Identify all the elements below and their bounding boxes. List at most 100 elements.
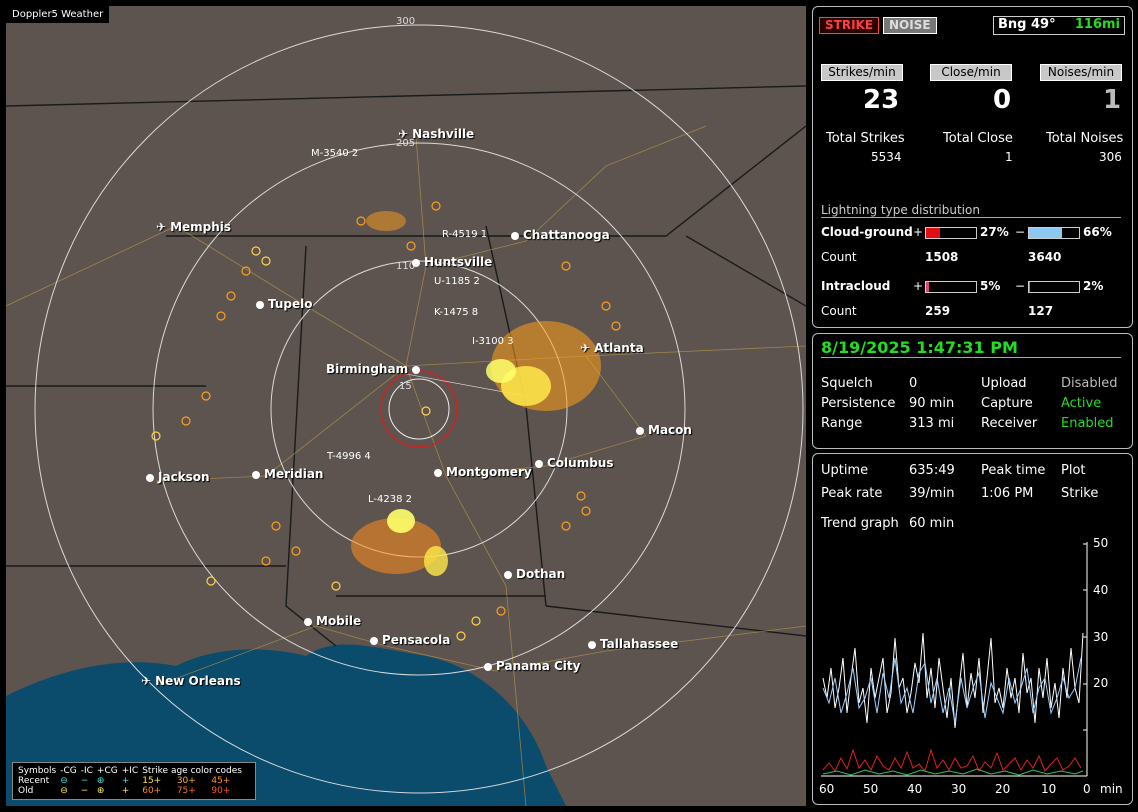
legend-col: -IC xyxy=(80,766,93,776)
upload-value: Disabled xyxy=(1061,376,1118,391)
city-panama-city: Panama City xyxy=(484,659,580,673)
city-dot-icon xyxy=(588,640,596,649)
total-noises-value: 306 xyxy=(1099,150,1122,164)
strike-map[interactable]: Doppler5 Weather 300 205 110 15 ✈ Nashvil… xyxy=(6,6,806,806)
plot-value: Strike xyxy=(1061,486,1099,501)
neg-ic-icon: − xyxy=(80,776,89,786)
ic-negative-count: 127 xyxy=(1028,304,1054,318)
distance-value: 116mi xyxy=(1074,17,1120,32)
upload-label: Upload xyxy=(981,376,1027,391)
bearing-value: Bng 49° xyxy=(998,17,1056,32)
x-tick: 10 xyxy=(1041,782,1057,796)
plus-sign: + xyxy=(913,225,924,239)
city-chattanooga: Chattanooga xyxy=(511,228,610,242)
airport-icon: ✈ xyxy=(156,220,167,234)
age-code: 45+ xyxy=(211,776,231,786)
strike-label: T-4996 4 xyxy=(327,451,371,462)
city-dot-icon xyxy=(370,636,378,645)
strike-button[interactable]: STRIKE xyxy=(819,17,880,34)
trend-line-noise xyxy=(822,748,1082,773)
x-tick: 30 xyxy=(951,782,967,796)
city-mobile: Mobile xyxy=(304,614,361,628)
range-value: 313 mi xyxy=(909,416,955,431)
persistence-label: Persistence xyxy=(821,396,896,411)
cg-positive-count: 1508 xyxy=(925,250,959,264)
pos-ic-icon: + xyxy=(121,776,130,786)
pos-cg-icon: ⊕ xyxy=(96,776,105,786)
city-dot-icon xyxy=(252,470,260,479)
total-strikes-label: Total Strikes xyxy=(826,131,905,146)
persistence-value: 90 min xyxy=(909,396,955,411)
trend-graph-label: Trend graph xyxy=(821,516,899,531)
city-tupelo: Tupelo xyxy=(256,297,313,311)
ic-positive-pct: 5% xyxy=(980,279,1001,293)
ic-label: Intracloud xyxy=(821,279,891,293)
range-ring-label: 110 xyxy=(396,261,416,272)
peak-time-label: Peak time xyxy=(981,463,1046,478)
y-tick: 40 xyxy=(1093,583,1109,597)
x-tick: 60 xyxy=(819,782,835,796)
city-huntsville: Huntsville xyxy=(412,255,492,269)
x-unit: min xyxy=(1100,782,1123,796)
age-code: 15+ xyxy=(142,776,162,786)
x-tick: 50 xyxy=(863,782,879,796)
city-atlanta: ✈ Atlanta xyxy=(580,341,644,355)
close-min-value: 0 xyxy=(993,85,1012,115)
pos-cg-icon: ⊕ xyxy=(96,786,105,796)
legend-old-label: Old xyxy=(18,786,34,796)
total-strikes-value: 5534 xyxy=(871,150,902,164)
total-noises-label: Total Noises xyxy=(1046,131,1124,146)
stats-panel: STRIKE NOISE Bng 49° 116mi Strikes/min C… xyxy=(812,6,1133,328)
cg-negative-count: 3640 xyxy=(1028,250,1062,264)
city-jackson: Jackson xyxy=(146,470,210,484)
cg-label: Cloud-ground xyxy=(821,225,913,239)
x-tick: 40 xyxy=(907,782,923,796)
legend-col: +CG xyxy=(96,766,118,776)
neg-cg-icon: ⊖ xyxy=(60,786,68,796)
cg-positive-pct: 27% xyxy=(980,225,1009,239)
total-close-label: Total Close xyxy=(943,131,1013,146)
ic-count-label: Count xyxy=(821,304,857,318)
ic-positive-bar xyxy=(925,281,977,293)
airport-icon: ✈ xyxy=(580,341,591,355)
strike-label: I-3100 3 xyxy=(472,336,514,347)
ic-negative-bar xyxy=(1028,281,1080,293)
trend-line-ic xyxy=(822,768,1084,776)
legend-recent-label: Recent xyxy=(18,776,50,786)
noises-min-label: Noises/min xyxy=(1040,64,1122,81)
city-dot-icon xyxy=(636,426,644,435)
trend-panel: Uptime 635:49 Peak time Plot Peak rate 3… xyxy=(812,453,1133,805)
city-birmingham: Birmingham xyxy=(326,362,424,376)
range-ring-label: 300 xyxy=(396,16,416,27)
pos-ic-icon: + xyxy=(121,786,130,796)
city-dot-icon xyxy=(412,258,420,267)
range-label: Range xyxy=(821,416,863,431)
minus-sign: − xyxy=(1015,279,1026,293)
cg-positive-bar xyxy=(925,227,977,239)
legend-col: -CG xyxy=(60,766,77,776)
age-code: 75+ xyxy=(176,786,196,796)
city-pensacola: Pensacola xyxy=(370,633,450,647)
city-dot-icon xyxy=(511,231,519,240)
y-tick: 20 xyxy=(1093,676,1109,690)
city-new-orleans: ✈ New Orleans xyxy=(141,674,241,688)
city-nashville: ✈ Nashville xyxy=(398,127,475,141)
capture-value: Active xyxy=(1061,396,1102,411)
noise-button[interactable]: NOISE xyxy=(883,17,937,34)
datetime: 8/19/2025 1:47:31 PM xyxy=(821,338,1121,358)
strikes-min-label: Strikes/min xyxy=(821,64,903,81)
range-ring-label: 15 xyxy=(399,381,412,392)
y-tick: 50 xyxy=(1093,536,1109,550)
range-ring-label: 205 xyxy=(396,138,416,149)
receiver-value: Enabled xyxy=(1061,416,1114,431)
neg-cg-icon: ⊖ xyxy=(60,776,68,786)
peak-rate-label: Peak rate xyxy=(821,486,883,501)
trend-line-cg xyxy=(822,657,1082,724)
noises-min-value: 1 xyxy=(1103,85,1122,115)
city-dot-icon xyxy=(504,570,512,579)
legend-symbols-label: Symbols xyxy=(18,766,57,776)
city-macon: Macon xyxy=(636,423,692,437)
city-montgomery: Montgomery xyxy=(434,465,532,479)
trend-graph xyxy=(821,542,1088,777)
map-graphics xyxy=(6,24,806,806)
